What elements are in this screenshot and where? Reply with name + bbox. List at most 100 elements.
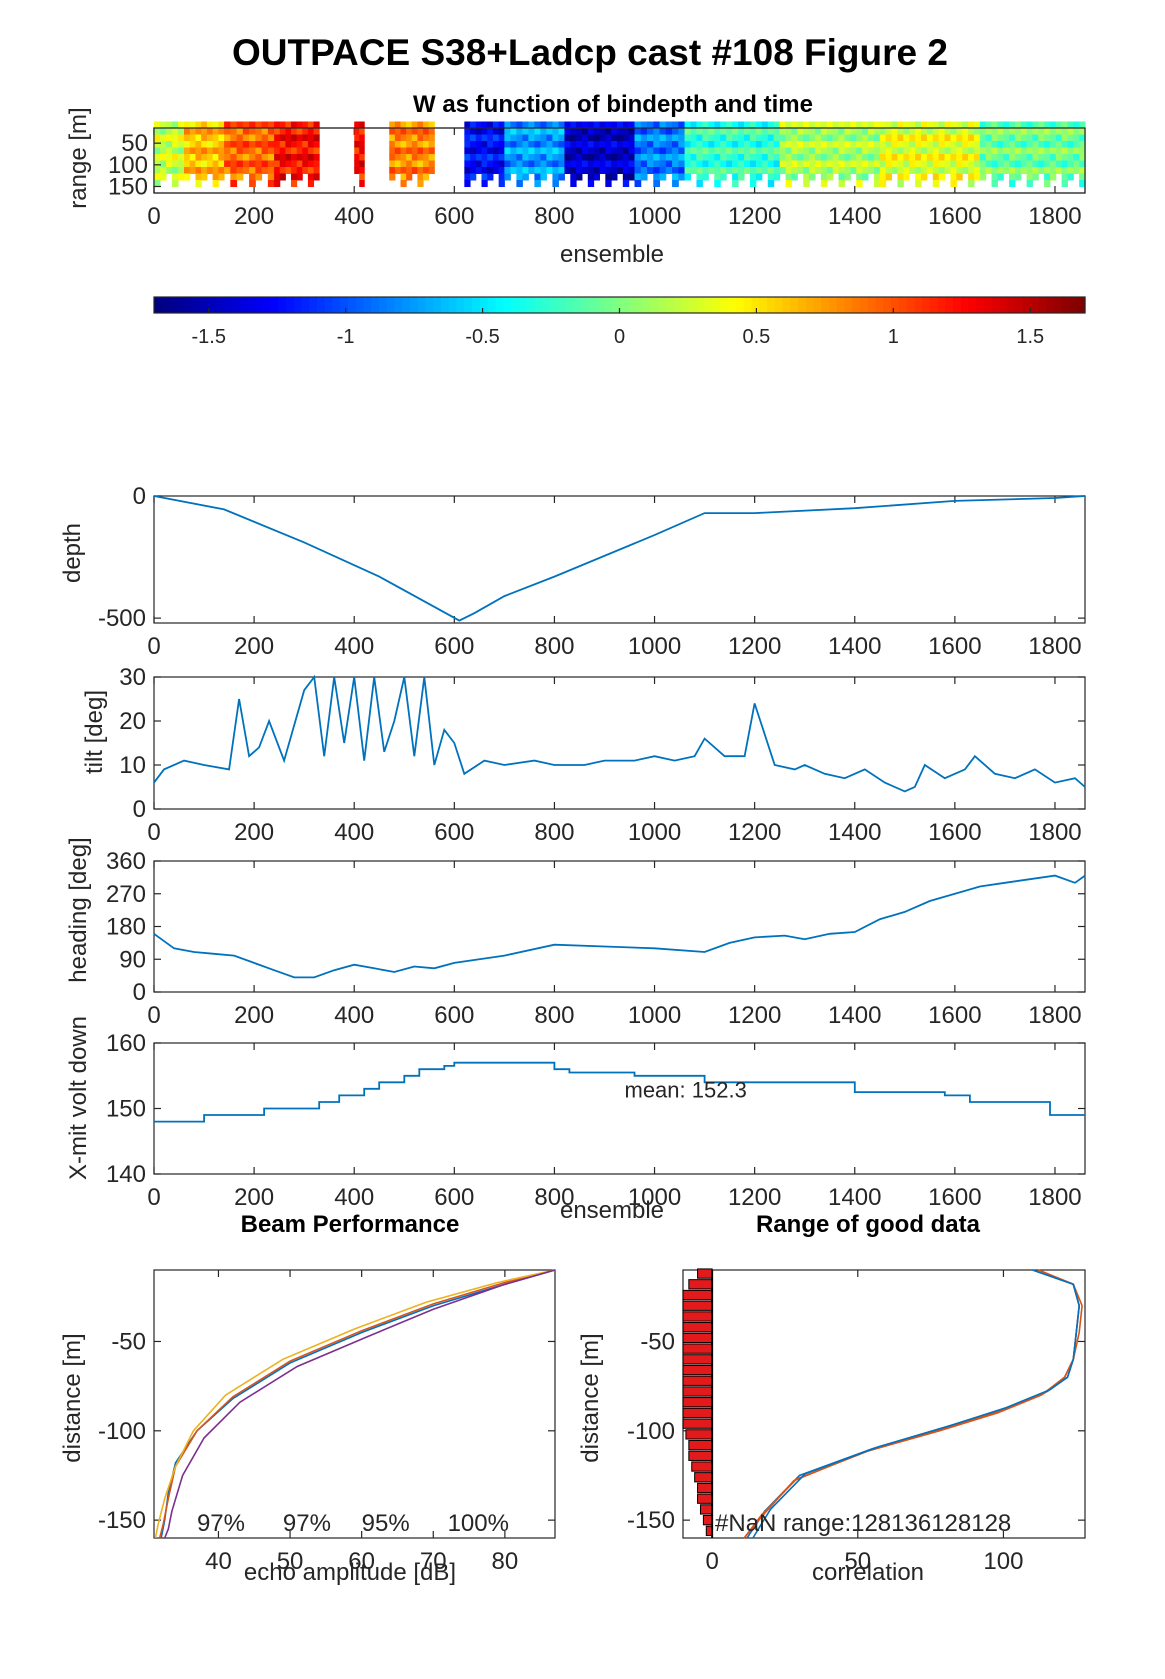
w-cell — [950, 160, 957, 168]
w-cell — [659, 154, 667, 161]
w-cell — [973, 167, 981, 174]
w-cell — [1055, 167, 1063, 174]
w-cell — [540, 154, 547, 161]
beam-panel: Beam Performance echo amplitude [dB] dis… — [59, 1211, 556, 1586]
w-cell — [516, 134, 523, 142]
w-cell — [206, 160, 214, 168]
w-cell — [178, 160, 185, 168]
w-cell — [1020, 167, 1028, 174]
w-cell — [862, 160, 869, 168]
tilt-ylabel: tilt [deg] — [81, 690, 108, 774]
w-cell — [267, 147, 275, 155]
w-cell — [428, 160, 435, 168]
w-cell — [903, 173, 910, 181]
w-cell — [1049, 167, 1057, 174]
tilt-ytick-label: 10 — [119, 752, 146, 779]
w-cell — [1061, 160, 1068, 168]
w-cell — [653, 180, 661, 187]
w-cell — [702, 160, 709, 168]
w-cell — [932, 128, 940, 135]
w-xtick-label: 600 — [434, 203, 474, 230]
w-cell — [968, 134, 975, 142]
w-cell — [189, 147, 196, 155]
w-cell — [985, 154, 993, 161]
colorbar-cell — [433, 297, 442, 313]
w-cell — [749, 141, 757, 148]
w-cell — [785, 121, 792, 129]
beam-xtick-label: 50 — [277, 1548, 304, 1575]
w-cell — [659, 128, 667, 135]
w-cell — [832, 121, 840, 129]
w-cell — [285, 134, 292, 142]
w-cell — [302, 141, 309, 148]
w-cell — [856, 141, 863, 148]
colorbar-cell — [828, 297, 838, 313]
colorbar-cell — [697, 297, 706, 313]
colorbar-cell — [953, 297, 962, 313]
w-cell — [659, 134, 667, 142]
w-cell — [302, 128, 309, 135]
w-cell — [522, 134, 529, 142]
w-cell — [985, 134, 993, 142]
w-cell — [738, 134, 745, 142]
w-cell — [803, 141, 810, 148]
w-cell — [296, 128, 303, 135]
w-cell — [249, 134, 256, 142]
w-cell — [534, 121, 541, 129]
w-cell — [394, 121, 402, 129]
w-cell — [838, 141, 845, 148]
w-cell — [672, 134, 679, 142]
w-cell — [274, 128, 281, 135]
w-cell — [702, 141, 709, 148]
w-cell — [218, 134, 225, 142]
w-cell — [1079, 128, 1086, 135]
w-cell — [394, 147, 402, 155]
w-cell — [672, 160, 679, 168]
voltage-xtick-label: 600 — [434, 1184, 474, 1211]
w-cell — [862, 141, 869, 148]
w-cell — [201, 167, 208, 174]
w-cell — [885, 167, 893, 174]
w-cell — [628, 147, 636, 155]
w-cell — [206, 154, 214, 161]
w-cell — [605, 167, 612, 174]
w-cell — [528, 154, 535, 161]
w-cell — [944, 147, 951, 155]
w-cell — [797, 147, 804, 155]
w-cell — [546, 134, 553, 142]
voltage-xtick-label: 1000 — [628, 1184, 681, 1211]
colorbar-cell — [906, 297, 915, 313]
w-cell — [178, 147, 185, 155]
w-cell — [172, 134, 179, 142]
w-cell — [534, 134, 541, 142]
beam-xtick-label: 60 — [348, 1548, 375, 1575]
w-cell — [791, 160, 798, 168]
w-cell — [307, 141, 315, 148]
voltage-xtick-label: 1200 — [728, 1184, 781, 1211]
heading-xtick-label: 1200 — [728, 1002, 781, 1029]
w-cell — [1014, 134, 1022, 142]
colorbar-cell — [410, 297, 419, 313]
w-cell — [534, 173, 541, 181]
w-cell — [400, 128, 407, 135]
w-cell — [921, 147, 928, 155]
w-cell — [481, 173, 488, 181]
w-cell — [1044, 147, 1051, 155]
w-cell — [255, 134, 263, 142]
w-cell — [973, 141, 981, 148]
range-bar — [694, 1472, 713, 1483]
w-cell — [160, 154, 167, 161]
heading-ytick-label: 270 — [106, 881, 146, 908]
w-cell — [224, 154, 231, 161]
w-cell — [581, 147, 589, 155]
w-cell — [979, 154, 987, 161]
w-cell — [755, 134, 763, 142]
w-cell — [599, 128, 606, 135]
w-cell — [195, 173, 202, 181]
w-cell — [1061, 154, 1068, 161]
w-cell — [359, 180, 365, 187]
w-cell — [738, 141, 745, 148]
w-cell — [696, 173, 703, 181]
w-cell — [279, 173, 286, 181]
range-bar — [688, 1439, 713, 1451]
